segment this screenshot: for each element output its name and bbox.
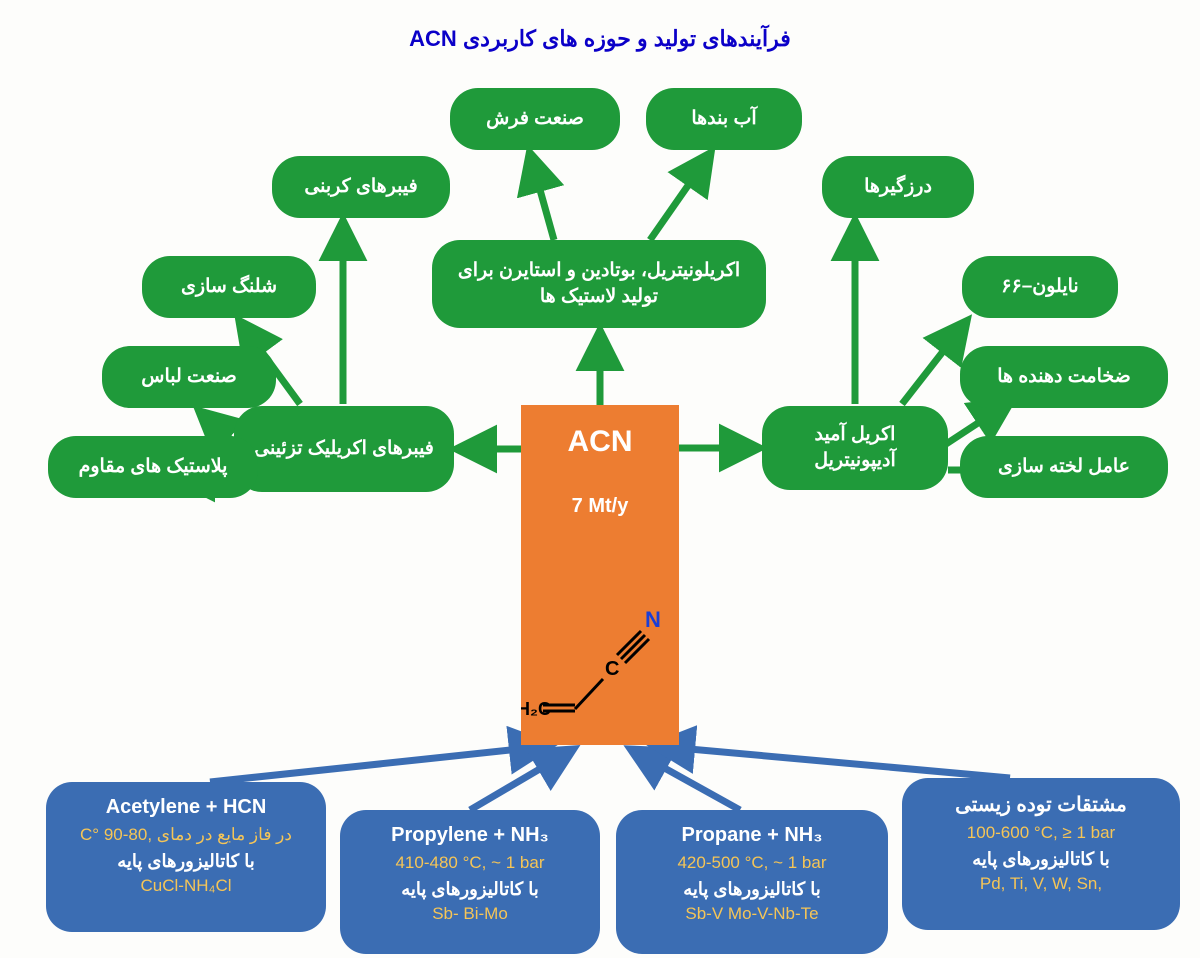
node-plastics: پلاستیک های مقاوم [48,436,258,498]
acn-rate: 7 Mt/y [521,459,679,518]
node-acrylamide: اکریل آمید آدیپونیتریل [762,406,948,490]
center-acn-box: ACN 7 Mt/y N C H₂C [521,405,679,745]
node-abs: اکریلونیتریل، بوتادین و استایرن برای تول… [432,240,766,328]
page-title: فرآیندهای تولید و حوزه های کاربردی ACN [0,26,1200,52]
node-carbonfiber: فیبرهای کربنی [272,156,450,218]
mol-n: N [645,607,661,632]
process-acetylene: Acetylene + HCNدر فاز مایع در دمای ,C° 9… [46,782,326,932]
process-propylene: Propylene + NH₃410-480 °C, ~ 1 barبا کات… [340,810,600,954]
node-sealants: درزگیرها [822,156,974,218]
node-thickener: ضخامت دهنده ها [960,346,1168,408]
molecule-icon: N C H₂C [521,601,679,741]
acn-label: ACN [521,405,679,459]
node-clothing: صنعت لباس [102,346,276,408]
node-nylon66: نایلون–۶۶ [962,256,1118,318]
node-hose: شلنگ سازی [142,256,316,318]
node-acrylicfiber: فیبرهای اکریلیک تزئینی [234,406,454,492]
node-floc: عامل لخته سازی [960,436,1168,498]
process-biomass: مشتقات توده زیستی100-600 °C, ≥ 1 barبا ک… [902,778,1180,930]
node-seals: آب بندها [646,88,802,150]
node-carpet: صنعت فرش [450,88,620,150]
process-propane: Propane + NH₃420-500 °C, ~ 1 barبا کاتال… [616,810,888,954]
mol-h2c: H₂C [521,699,551,719]
mol-c: C [605,658,619,680]
